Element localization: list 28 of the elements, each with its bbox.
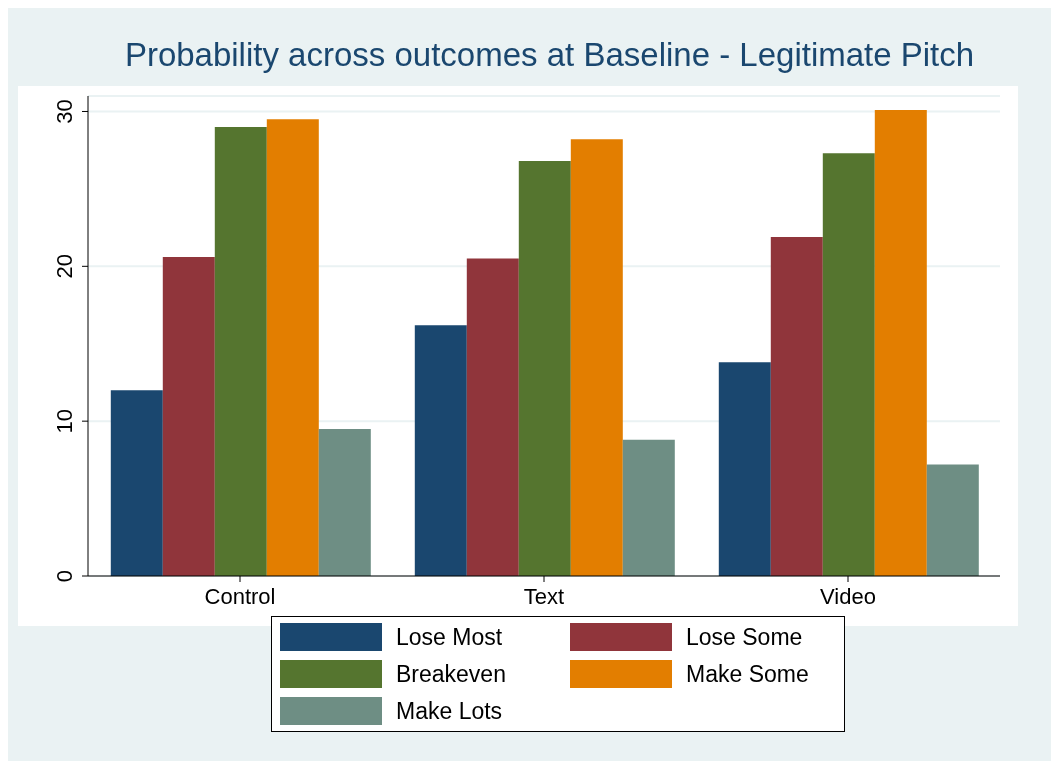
y-tick-label: 10	[52, 408, 77, 434]
bar	[926, 464, 979, 576]
bar	[570, 139, 623, 576]
bar	[718, 362, 771, 576]
legend-label: Breakeven	[396, 660, 507, 688]
bar	[162, 257, 215, 576]
y-tick-label: 0	[52, 569, 77, 583]
bar	[414, 325, 467, 576]
bar	[622, 439, 675, 576]
bar	[874, 109, 927, 576]
x-tick-label: Video	[820, 583, 876, 609]
legend-label: Make Some	[686, 660, 810, 688]
bar	[770, 236, 823, 576]
y-tick-label: 20	[52, 254, 77, 279]
bar	[110, 390, 163, 576]
legend-label: Lose Some	[686, 623, 804, 651]
bar	[318, 428, 371, 576]
x-tick-label: Control	[204, 583, 276, 609]
y-tick-label: 30	[52, 99, 77, 124]
legend-label: Lose Most	[396, 623, 504, 651]
bar	[214, 126, 267, 576]
bar	[822, 153, 875, 576]
legend-label: Make Lots	[396, 697, 504, 725]
chart-title: Probability across outcomes at Baseline - Legitimate Pitch	[123, 35, 976, 75]
x-tick-label: Text	[523, 583, 565, 609]
bar	[518, 161, 571, 576]
bar	[466, 258, 519, 576]
bar	[266, 119, 319, 576]
